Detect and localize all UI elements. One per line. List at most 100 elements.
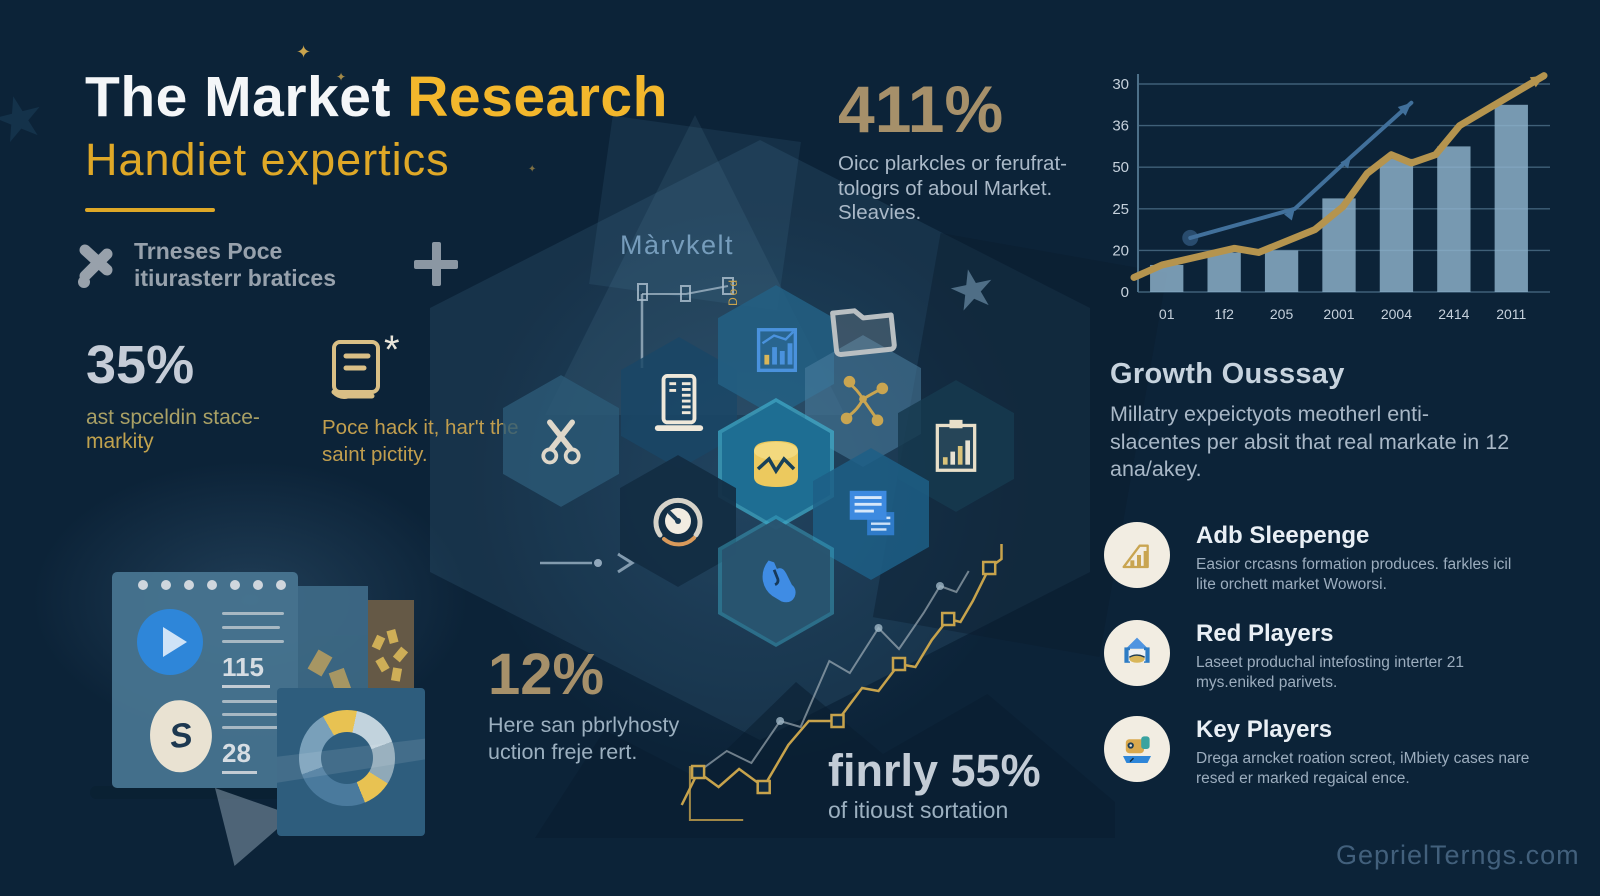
text-line xyxy=(222,640,284,643)
text-line xyxy=(222,700,280,703)
squiggle-logo-icon xyxy=(78,244,113,288)
asterisk-icon: * xyxy=(384,328,400,372)
projector-icon xyxy=(1123,736,1151,763)
specks-panel xyxy=(368,600,414,688)
tagline-line1: Trneses Poce xyxy=(134,238,283,264)
stat-411-value: 411% xyxy=(838,72,1004,146)
dot xyxy=(230,580,240,590)
step-line-chart xyxy=(680,544,1003,821)
text-line xyxy=(222,612,284,615)
list-item-red-players: Red Players Laseet produchal intefosting… xyxy=(1104,620,1532,693)
sparkle-icon: ✦ xyxy=(528,164,537,175)
growth-bars-icon xyxy=(1122,544,1149,569)
chart-document-icon xyxy=(756,328,798,373)
donut-hole xyxy=(321,732,373,784)
speck xyxy=(392,646,409,663)
stat-12-desc: Here san pbrlyhosty uction freje rert. xyxy=(488,713,680,764)
player-text: Key Players Drega arncket roation screot… xyxy=(1196,716,1532,789)
svg-text:2004: 2004 xyxy=(1381,306,1412,322)
stat-12-block: 12% Here san pbrlyhosty uction freje rer… xyxy=(488,646,733,766)
play-button-icon xyxy=(137,609,203,675)
speck xyxy=(375,656,390,673)
growth-section: Growth Ousssay Millatry expeictyots meot… xyxy=(1110,358,1530,484)
window-number-1: 115 xyxy=(222,652,270,688)
list-item-key-players: Key Players Drega arncket roation screot… xyxy=(1104,716,1532,789)
watermark-text: GeprielTerngs.com xyxy=(1336,840,1580,870)
window-header-dots xyxy=(138,580,286,590)
dot xyxy=(276,580,286,590)
stat-411-block: 411% Oicc plarkcles or ferufrat- tologrs… xyxy=(838,76,1098,226)
svg-text:2001: 2001 xyxy=(1323,306,1354,322)
growth-body: Millatry expeictyots meotherl enti-slace… xyxy=(1110,402,1510,482)
speck xyxy=(371,634,386,651)
s-badge: S xyxy=(145,696,217,776)
node-link-deco xyxy=(637,277,734,368)
dot xyxy=(184,580,194,590)
dot xyxy=(138,580,148,590)
clipboard-chart-icon xyxy=(935,419,977,472)
speck xyxy=(390,667,403,682)
laptop-base xyxy=(90,786,308,799)
title-accent: Research xyxy=(407,65,668,129)
folder-icon xyxy=(830,308,897,357)
scissors-icon xyxy=(541,419,581,465)
player-title: Key Players xyxy=(1196,716,1333,743)
svg-text:1f2: 1f2 xyxy=(1214,306,1234,322)
book-note-text: Poce hack it, har't the saint pictity. xyxy=(322,416,519,467)
svg-text:20: 20 xyxy=(1112,242,1129,259)
title-underline xyxy=(85,208,215,212)
player-icon-circle xyxy=(1104,620,1170,686)
svg-text:36: 36 xyxy=(1112,118,1129,135)
server-icon xyxy=(654,374,704,432)
s-badge-label: S xyxy=(167,715,195,756)
speck xyxy=(386,629,399,644)
document-lines-icon xyxy=(849,490,895,536)
marvkelt-label: Màrvkelt xyxy=(620,230,735,260)
hex-cell-highlighted xyxy=(718,398,834,530)
hand-icon xyxy=(762,560,796,603)
list-item-adb-sleepenge: Adb Sleepenge Easior crcasns formation p… xyxy=(1104,522,1532,595)
tagline-line2: itiurasterr bratices xyxy=(134,265,336,292)
text-line xyxy=(222,726,280,729)
book-note-block: * Poce hack it, har't the saint pictity. xyxy=(322,328,522,468)
dot xyxy=(207,580,217,590)
growth-heading: Growth Ousssay xyxy=(1110,358,1345,390)
player-desc: Easior crcasns formation produces. farkl… xyxy=(1196,556,1512,594)
molecule-network-icon xyxy=(840,375,889,427)
svg-text:0: 0 xyxy=(1121,284,1129,301)
tagline-block: Trneses Poce itiurasterr bratices xyxy=(70,238,336,292)
svg-text:25: 25 xyxy=(1112,201,1129,218)
stat-35-value: 35% xyxy=(86,335,195,395)
sparkle-icon: ✦ xyxy=(296,42,312,62)
title-white: The Market xyxy=(85,65,408,129)
arrow-line-deco xyxy=(540,552,635,574)
stat-55-value: finrly 55% xyxy=(828,745,1041,796)
svg-text:50: 50 xyxy=(1112,159,1129,176)
text-line xyxy=(222,626,280,629)
player-icon-circle xyxy=(1104,716,1170,782)
growth-bar-line-chart: 30 36 50 25 20 0 01 1f2 205 2001 2004 2414 2011 xyxy=(1112,72,1550,322)
stat-12-value: 12% xyxy=(488,642,605,707)
page-subtitle: Handiet expertics xyxy=(85,134,450,185)
doc-vertical-label: Dod xyxy=(726,277,740,306)
svg-text:205: 205 xyxy=(1270,306,1294,322)
player-title: Red Players xyxy=(1196,620,1334,647)
stat-411-desc: Oicc plarkcles or ferufrat- tologrs of a… xyxy=(838,152,1067,225)
gauge-icon xyxy=(653,497,703,547)
stat-35-desc-line1: ast spceldin stace- xyxy=(86,406,260,429)
svg-text:2414: 2414 xyxy=(1438,306,1469,322)
stat-55-block: finrly 55% of itioust sortation xyxy=(828,748,1041,824)
sparkle-icon: ✦ xyxy=(336,70,347,84)
svg-text:30: 30 xyxy=(1112,76,1129,93)
tagline-text: Trneses Poce itiurasterr bratices xyxy=(134,238,336,292)
player-text: Adb Sleepenge Easior crcasns formation p… xyxy=(1196,522,1532,595)
home-monitor-icon xyxy=(1124,637,1150,663)
plus-icon xyxy=(414,242,458,286)
dot xyxy=(253,580,263,590)
page-title: The Market Research xyxy=(85,64,668,130)
database-icon xyxy=(754,441,798,487)
player-text: Red Players Laseet produchal intefosting… xyxy=(1196,620,1532,693)
faint-star-icon: ★ xyxy=(0,79,53,158)
stat-55-desc: of itioust sortation xyxy=(828,797,1009,823)
